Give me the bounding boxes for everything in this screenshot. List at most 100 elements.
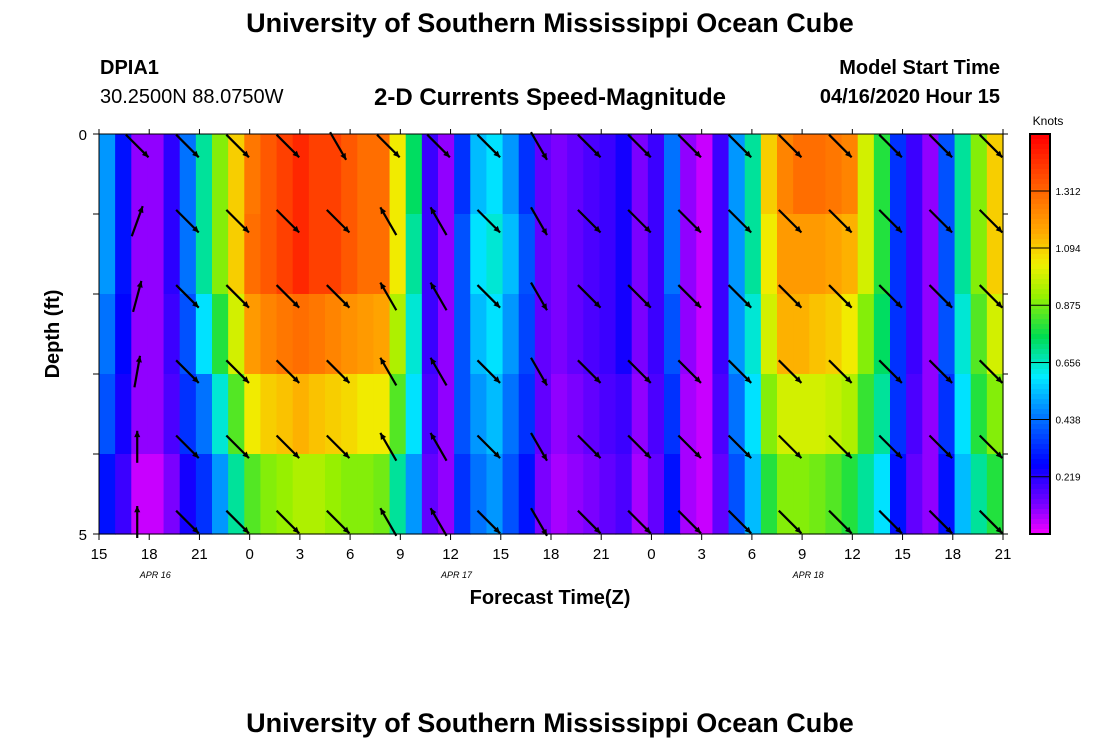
arrow-head (845, 225, 852, 233)
heat-cell (857, 214, 875, 295)
arrow-head (945, 526, 953, 534)
current-arrow (376, 133, 401, 159)
arrow-head (744, 225, 752, 233)
date-label: APR 18 (792, 570, 824, 580)
heat-cell (647, 134, 665, 215)
current-arrow (727, 284, 752, 309)
current-arrow (727, 359, 752, 384)
heat-cell (696, 294, 714, 375)
current-arrow (326, 284, 351, 309)
colorbar-tick-label: 0.656 (1055, 358, 1080, 369)
heat-cell (841, 214, 859, 295)
heat-cell (131, 214, 149, 295)
heat-cell (292, 134, 310, 215)
heat-cell (567, 374, 584, 455)
heat-cell (308, 294, 326, 375)
heat-cell (938, 214, 956, 295)
arrow-head (541, 228, 547, 236)
arrow-head (845, 451, 852, 459)
arrow-head (493, 526, 501, 534)
arrow-head (744, 376, 752, 383)
current-arrow (928, 209, 953, 234)
x-axis-label: Forecast Time(Z) (470, 587, 631, 609)
colorbar-tick-label: 1.094 (1055, 244, 1080, 255)
heat-cell (373, 214, 391, 295)
heat-cell (825, 134, 843, 215)
arrow-head (845, 376, 852, 383)
heat-cell (970, 214, 988, 295)
arrow-head (945, 225, 953, 233)
heat-cell (260, 134, 278, 215)
heat-cell (809, 454, 827, 535)
colorbar-segment (1030, 234, 1050, 240)
heat-cell (179, 454, 197, 535)
current-arrow (133, 355, 142, 388)
current-arrow (326, 509, 351, 535)
heat-cell (922, 214, 940, 295)
heat-cell (195, 294, 213, 375)
current-arrow (577, 133, 602, 159)
current-arrow (778, 509, 803, 535)
heat-cell (890, 134, 907, 215)
heat-cell (244, 294, 262, 375)
heat-cell (841, 454, 859, 535)
heat-cell (405, 294, 423, 375)
x-tick-label: 21 (593, 546, 610, 563)
heat-cell (389, 134, 407, 215)
heat-cell (857, 454, 875, 535)
heat-cell (99, 374, 116, 455)
colorbar-segment (1030, 244, 1050, 250)
heat-cell (438, 134, 455, 215)
arrow-head (541, 453, 547, 461)
current-arrows (125, 131, 1004, 538)
heat-cell (260, 214, 278, 295)
x-tick-label: 9 (798, 546, 806, 563)
station-coordinates: 30.2500N 88.0750W (100, 86, 284, 108)
heat-cell (518, 134, 536, 215)
colorbar-segment (1030, 289, 1050, 295)
current-arrow (828, 209, 853, 234)
chart-subtitle: 2-D Currents Speed-Magnitude (373, 84, 727, 111)
colorbar-segment (1030, 379, 1050, 385)
arrow-head (493, 225, 501, 233)
x-tick-label: 0 (245, 546, 253, 563)
arrow-head (895, 225, 902, 233)
arrow-head (342, 376, 350, 383)
arrow-head (292, 301, 300, 308)
heat-cell (712, 294, 730, 375)
heat-cell (502, 454, 520, 535)
heat-cell (793, 214, 810, 295)
heat-cell (131, 134, 149, 215)
heat-cell (341, 134, 358, 215)
arrow-head (342, 225, 350, 233)
heat-cell (696, 374, 714, 455)
current-arrow (379, 206, 398, 236)
heat-cell (583, 454, 601, 535)
heat-cell (680, 134, 697, 215)
heat-cell (470, 294, 488, 375)
colorbar-segment (1030, 329, 1050, 335)
colorbar-segment (1030, 484, 1050, 490)
current-arrow (577, 284, 602, 309)
heat-cell (502, 294, 520, 375)
colorbar-segment (1030, 254, 1050, 260)
arrow-head (644, 301, 651, 308)
arrow-head (995, 376, 1003, 383)
heat-cell (954, 454, 972, 535)
arrow-head (493, 301, 501, 308)
current-arrow (577, 359, 602, 384)
colorbar-tick-label: 0.875 (1055, 301, 1080, 312)
heat-cell (373, 374, 391, 455)
current-arrow (379, 281, 398, 311)
arrow-head (945, 301, 953, 308)
colorbar-segment (1030, 514, 1050, 520)
heat-cell (389, 454, 407, 535)
heat-cell (873, 134, 891, 215)
current-arrow (878, 209, 903, 234)
arrow-head (292, 451, 300, 459)
arrow-head (493, 376, 501, 383)
heat-cell (647, 454, 665, 535)
heat-cell (389, 294, 407, 375)
current-arrow (132, 280, 143, 313)
arrow-head (192, 376, 199, 383)
